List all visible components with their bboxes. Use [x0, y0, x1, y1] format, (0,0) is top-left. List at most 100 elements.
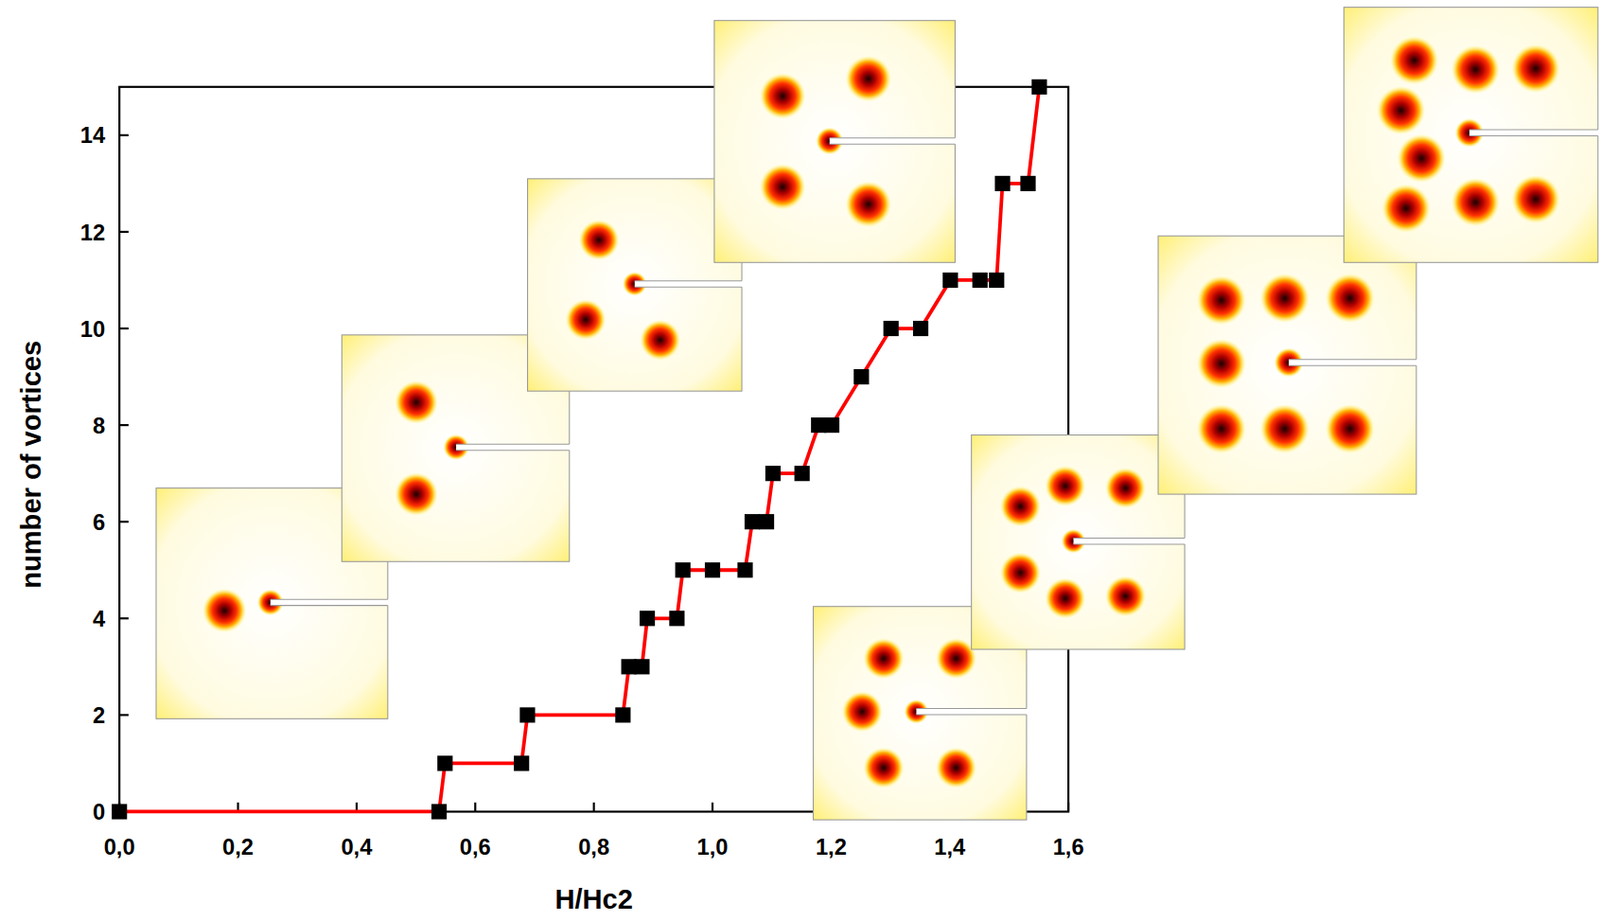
y-tick-label: 12 [80, 220, 106, 246]
slit-edge [915, 707, 1026, 709]
marker [824, 417, 840, 433]
marker [513, 755, 529, 771]
y-tick [119, 327, 129, 330]
marker [639, 610, 655, 626]
slit-edge [915, 713, 1026, 715]
y-tick-label: 6 [92, 509, 106, 535]
slit-edge [634, 280, 742, 282]
y-tick [119, 520, 129, 523]
vortex [1000, 486, 1041, 528]
vortex [1382, 184, 1431, 233]
slit-edge [634, 286, 742, 288]
marker [994, 175, 1010, 192]
vortex [935, 637, 977, 679]
x-tick-label: 1,6 [1053, 834, 1085, 860]
slit-edge [1288, 358, 1417, 360]
y-tick-label: 10 [80, 316, 106, 342]
vortex [935, 747, 977, 789]
y-tick-label: 14 [80, 123, 106, 148]
marker [794, 465, 810, 481]
marker [765, 465, 781, 481]
marker [744, 513, 760, 529]
marker [853, 369, 869, 385]
slit [270, 598, 389, 605]
slit [1073, 537, 1187, 544]
vortex [1325, 404, 1375, 454]
vortex-inset [971, 435, 1186, 650]
marker [972, 272, 988, 288]
vortex [845, 55, 892, 102]
chart: 0,00,20,40,60,81,01,21,41,602468101214H/… [0, 0, 1600, 921]
y-tick-label: 0 [92, 799, 106, 825]
slit-edge [829, 137, 956, 139]
vortex [639, 319, 681, 361]
vortex [1389, 35, 1439, 85]
y-tick-label: 4 [92, 606, 106, 632]
marker [675, 562, 691, 578]
slit [1469, 129, 1600, 136]
slit-edge [270, 604, 388, 606]
x-tick-label: 0,8 [578, 834, 610, 860]
vortex-inset [1158, 235, 1418, 494]
y-tick [119, 134, 129, 137]
vortex [565, 298, 607, 340]
marker [704, 562, 721, 578]
marker [615, 706, 631, 722]
marker [621, 658, 637, 674]
vortex [863, 747, 905, 789]
marker [519, 706, 535, 722]
slit-edge [1073, 537, 1186, 539]
y-tick [119, 230, 129, 233]
y-tick-label: 8 [92, 413, 106, 439]
vortex [1325, 273, 1375, 323]
vortex [1376, 86, 1425, 135]
slit-edge [1073, 543, 1186, 545]
y-tick-label: 2 [92, 703, 106, 728]
marker [1019, 175, 1036, 192]
marker [758, 513, 774, 529]
vortex [1260, 273, 1310, 323]
y-tick [119, 423, 129, 426]
x-tick [1067, 802, 1070, 812]
x-tick-label: 0,6 [459, 834, 492, 860]
slit-edge [1288, 365, 1417, 367]
slit [1288, 359, 1418, 366]
slit-edge [456, 449, 570, 451]
marker [737, 562, 753, 578]
vortex [1512, 44, 1561, 93]
vortex [1451, 45, 1500, 94]
slit [829, 138, 957, 144]
vortex [1512, 175, 1561, 224]
x-tick-label: 1,2 [815, 834, 847, 860]
vortex [759, 72, 806, 119]
vortex [1105, 576, 1146, 617]
marker [810, 417, 827, 433]
slit-edge [456, 443, 570, 445]
marker [668, 610, 685, 626]
y-tick [119, 713, 129, 716]
vortex [1260, 404, 1310, 454]
x-tick-label: 1,4 [933, 834, 967, 860]
y-axis-title: number of vortices [16, 340, 47, 589]
vortex [759, 163, 806, 210]
x-tick [711, 802, 714, 812]
x-axis-title: H/Hc2 [554, 883, 633, 915]
x-tick-label: 0,0 [104, 834, 136, 860]
marker [988, 272, 1004, 288]
x-tick [474, 802, 476, 812]
marker [437, 755, 453, 771]
vortex [202, 588, 247, 633]
marker [883, 320, 899, 336]
slit-edge [270, 598, 388, 600]
marker [913, 320, 929, 336]
slit [634, 281, 743, 287]
vortex [1105, 467, 1146, 509]
vortex [1196, 275, 1247, 325]
marker [111, 803, 127, 819]
marker [633, 658, 650, 674]
slit [915, 708, 1028, 715]
marker [431, 803, 447, 819]
vortex-inset [714, 20, 957, 264]
vortex [842, 690, 883, 732]
slit-edge [1469, 129, 1599, 131]
